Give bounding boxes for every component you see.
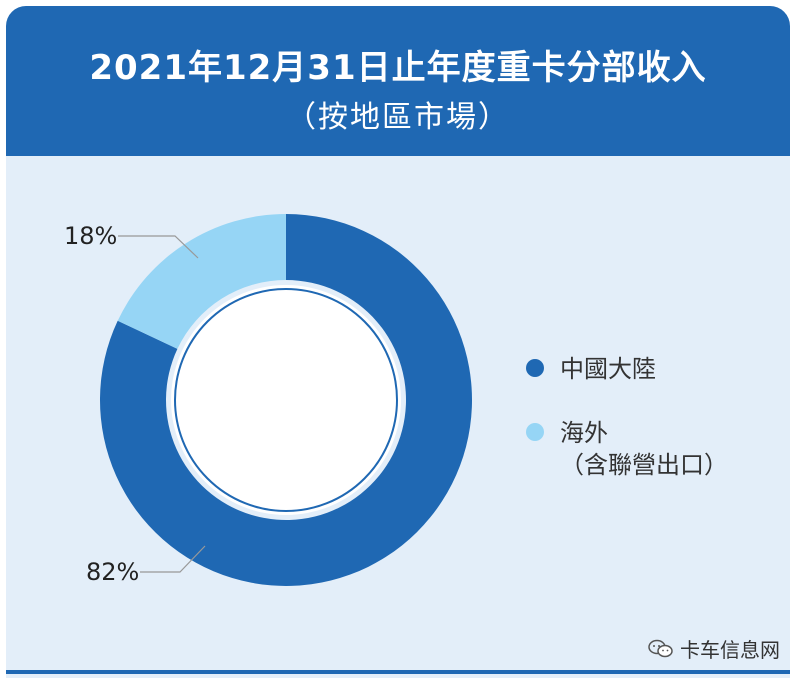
slice-overseas (117, 214, 286, 349)
wechat-icon (648, 639, 673, 657)
data-label-large: 82% (86, 558, 140, 586)
chart-header: 2021年12月31日止年度重卡分部收入 （按地區市場） (6, 6, 790, 156)
chart-subtitle: （按地區市場） (286, 100, 510, 135)
leader-line-small (118, 235, 199, 259)
legend-item-mainland: 中國大陸 (526, 353, 656, 385)
legend-label-mainland: 中國大陸 (560, 355, 656, 383)
data-label-small: 18% (64, 222, 118, 250)
donut-slices (100, 214, 472, 587)
watermark-text: 卡车信息网 (680, 638, 780, 662)
donut-hole-ring (171, 285, 401, 515)
legend-label-overseas-line1: 海外 (560, 419, 608, 447)
legend-swatch-overseas (526, 423, 544, 441)
slice-mainland (100, 214, 472, 587)
legend-label-overseas-line2: （含聯營出口） (560, 451, 728, 479)
bottom-rule (6, 670, 790, 674)
legend-item-overseas: 海外 （含聯營出口） (526, 417, 728, 481)
chart-title: 2021年12月31日止年度重卡分部收入 (89, 48, 707, 88)
leader-line-large (140, 545, 206, 573)
watermark: 卡车信息网 (648, 634, 780, 663)
legend-label-overseas: 海外 （含聯營出口） (560, 417, 728, 481)
donut-inner-border (174, 288, 398, 512)
legend-swatch-mainland (526, 359, 544, 377)
